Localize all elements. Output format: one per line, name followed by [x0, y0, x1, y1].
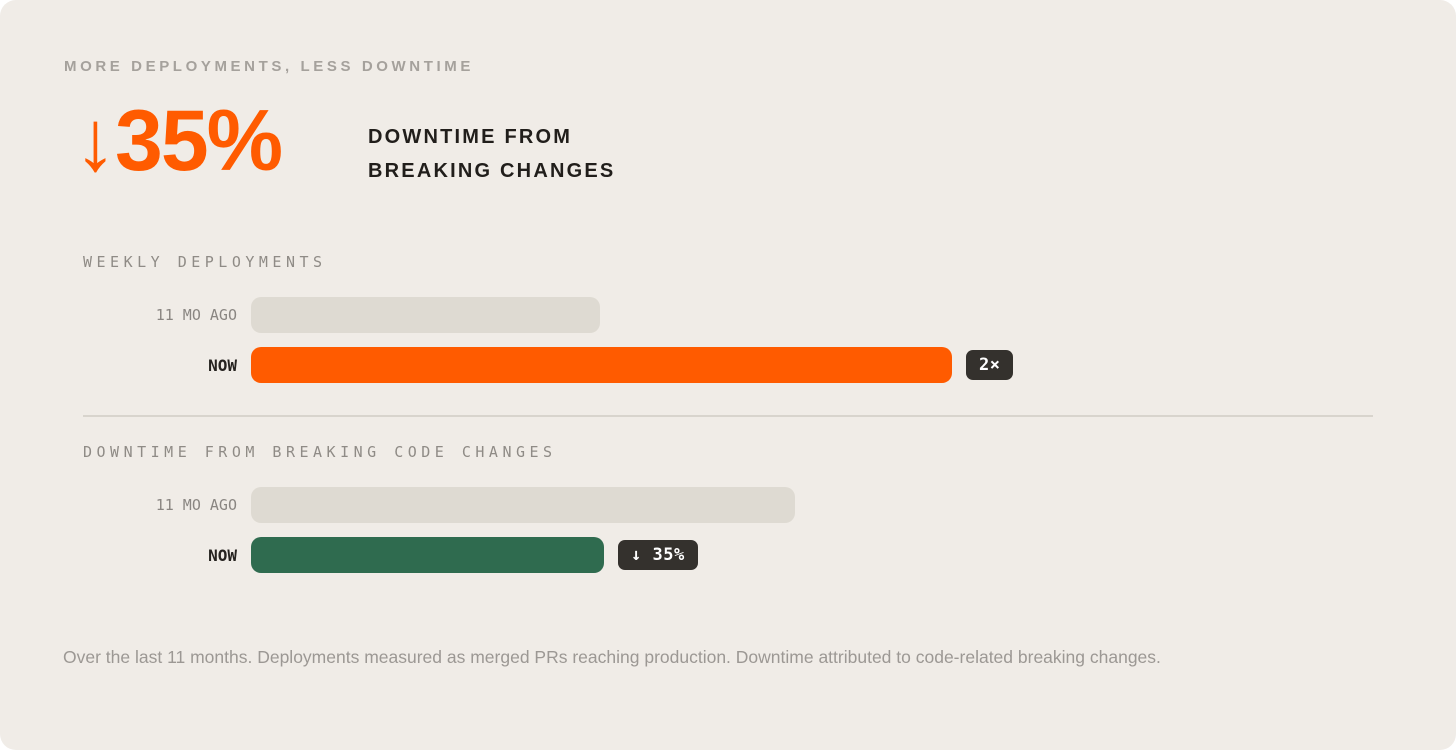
hero-stat-label: DOWNTIME FROM BREAKING CHANGES: [368, 120, 615, 188]
bar-row-deployments-now: NOW 2×: [64, 347, 1014, 383]
bar-label-11-mo-ago: 11 MO AGO: [155, 496, 237, 514]
section-divider: [83, 415, 1373, 417]
bar-row-deployments-ago: 11 MO AGO: [64, 297, 1013, 333]
hero-stat-value: ↓35%: [74, 93, 283, 189]
bar-label-now: NOW: [208, 545, 237, 565]
bar-label-11-mo-ago: 11 MO AGO: [155, 306, 237, 324]
deployments-multiplier-badge: 2×: [966, 350, 1014, 380]
section-title-downtime: DOWNTIME FROM BREAKING CODE CHANGES: [83, 443, 557, 461]
bar-row-downtime-now: NOW ↓ 35%: [64, 537, 795, 573]
bar-downtime-11-mo-ago: [251, 487, 795, 523]
bar-row-downtime-ago: 11 MO AGO: [64, 487, 795, 523]
bar-deployments-11-mo-ago: [251, 297, 600, 333]
weekly-deployments-chart: 11 MO AGO NOW 2×: [64, 297, 1014, 383]
downtime-reduction-badge: ↓ 35%: [618, 540, 698, 570]
hero-stat-block: ↓35% DOWNTIME FROM BREAKING CHANGES: [74, 93, 613, 189]
bar-label-now: NOW: [208, 355, 237, 375]
hero-stat-label-line2: BREAKING CHANGES: [368, 160, 616, 182]
section-title-weekly-deployments: WEEKLY DEPLOYMENTS: [83, 253, 327, 271]
eyebrow-heading: MORE DEPLOYMENTS, LESS DOWNTIME: [64, 58, 474, 75]
methodology-footnote: Over the last 11 months. Deployments mea…: [63, 647, 1161, 667]
downtime-chart: 11 MO AGO NOW ↓ 35%: [64, 487, 795, 573]
bar-deployments-now: [251, 347, 952, 383]
hero-stat-label-line1: DOWNTIME FROM: [368, 126, 573, 148]
bar-downtime-now: [251, 537, 604, 573]
